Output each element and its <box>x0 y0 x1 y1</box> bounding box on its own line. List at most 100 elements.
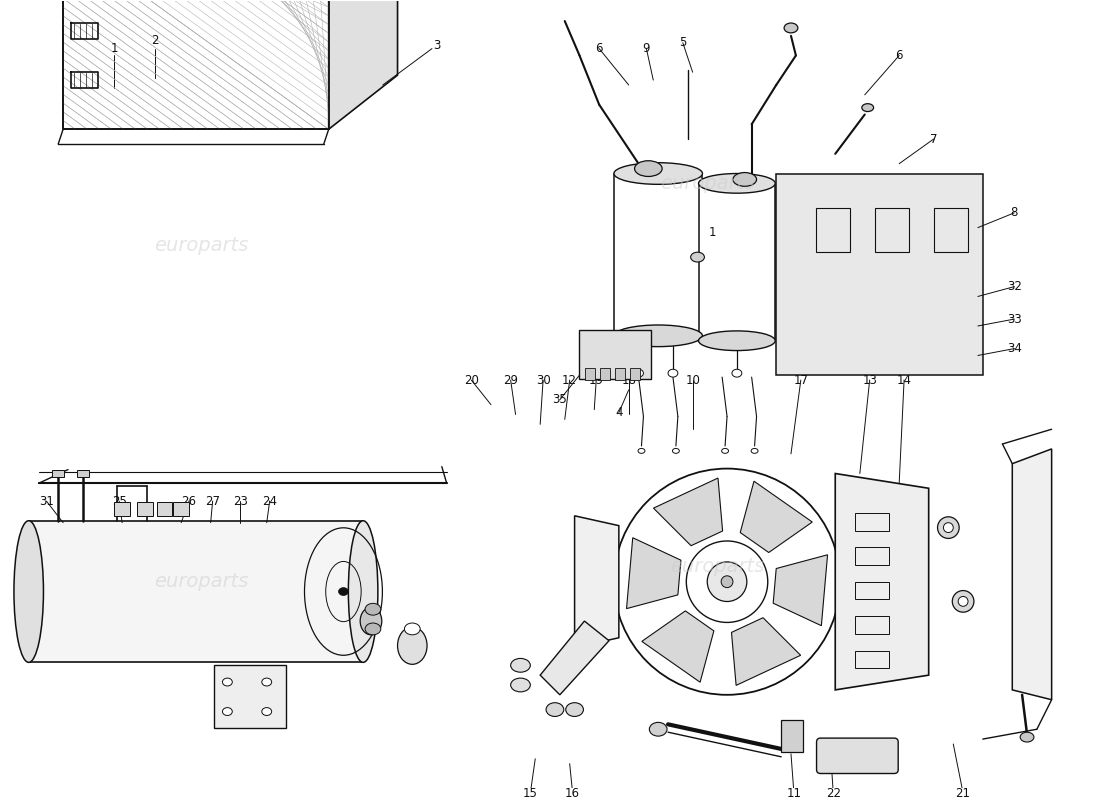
Ellipse shape <box>707 562 747 602</box>
Ellipse shape <box>861 104 873 111</box>
Bar <box>615 368 625 380</box>
Text: 5: 5 <box>679 36 686 49</box>
FancyBboxPatch shape <box>174 502 189 516</box>
Ellipse shape <box>510 658 530 672</box>
Ellipse shape <box>510 678 530 692</box>
Text: 25: 25 <box>112 494 126 507</box>
Bar <box>77 470 89 478</box>
Text: 1: 1 <box>708 226 716 239</box>
Text: 20: 20 <box>464 374 478 386</box>
FancyBboxPatch shape <box>816 738 899 774</box>
Text: 15: 15 <box>522 786 538 800</box>
Text: 16: 16 <box>565 786 580 800</box>
Bar <box>601 368 610 380</box>
Ellipse shape <box>668 370 678 377</box>
Polygon shape <box>653 478 723 546</box>
Text: 6: 6 <box>595 42 603 55</box>
Text: europarts: europarts <box>154 572 248 591</box>
Polygon shape <box>732 618 801 686</box>
Text: europarts: europarts <box>154 236 248 255</box>
Ellipse shape <box>698 174 776 193</box>
Ellipse shape <box>733 173 757 186</box>
Text: 34: 34 <box>1006 342 1022 355</box>
Text: 32: 32 <box>1006 280 1022 293</box>
Ellipse shape <box>565 702 583 717</box>
Ellipse shape <box>339 588 349 595</box>
Ellipse shape <box>405 623 420 635</box>
Polygon shape <box>698 183 776 341</box>
Ellipse shape <box>262 678 272 686</box>
Text: 26: 26 <box>182 494 197 507</box>
Text: 4: 4 <box>615 406 623 419</box>
Ellipse shape <box>635 161 662 177</box>
Ellipse shape <box>365 623 381 635</box>
Polygon shape <box>540 621 609 695</box>
FancyBboxPatch shape <box>156 502 173 516</box>
Text: europarts: europarts <box>670 558 764 577</box>
Polygon shape <box>29 521 363 662</box>
Text: 33: 33 <box>1006 313 1022 326</box>
Ellipse shape <box>546 702 564 717</box>
Text: 19: 19 <box>588 374 604 386</box>
Text: 6: 6 <box>895 49 903 62</box>
Text: 23: 23 <box>233 494 248 507</box>
Bar <box>855 513 889 530</box>
Ellipse shape <box>360 607 382 635</box>
Ellipse shape <box>698 331 776 350</box>
Text: 9: 9 <box>642 42 650 55</box>
Text: 24: 24 <box>262 494 277 507</box>
Bar <box>855 650 889 668</box>
Bar <box>629 368 639 380</box>
Ellipse shape <box>397 627 427 664</box>
Text: 11: 11 <box>786 786 802 800</box>
Polygon shape <box>627 538 681 609</box>
Ellipse shape <box>649 722 667 736</box>
Polygon shape <box>835 474 928 690</box>
Ellipse shape <box>722 576 733 588</box>
Ellipse shape <box>944 522 954 533</box>
Text: 29: 29 <box>503 374 518 386</box>
Text: 10: 10 <box>685 374 700 386</box>
Ellipse shape <box>349 521 378 662</box>
Text: 17: 17 <box>793 374 808 386</box>
Text: 2: 2 <box>151 34 158 47</box>
Ellipse shape <box>365 603 381 615</box>
Ellipse shape <box>222 678 232 686</box>
FancyBboxPatch shape <box>213 666 286 728</box>
Ellipse shape <box>614 325 703 346</box>
Polygon shape <box>773 554 827 626</box>
Ellipse shape <box>14 521 44 662</box>
Text: 3: 3 <box>433 39 441 52</box>
Polygon shape <box>777 174 982 375</box>
FancyBboxPatch shape <box>579 330 651 379</box>
Text: 22: 22 <box>826 786 840 800</box>
Text: europarts: europarts <box>660 174 755 193</box>
FancyBboxPatch shape <box>136 502 153 516</box>
Text: 27: 27 <box>205 494 220 507</box>
Ellipse shape <box>686 541 768 622</box>
Polygon shape <box>329 0 397 130</box>
Bar <box>781 720 803 752</box>
Bar <box>855 547 889 565</box>
Ellipse shape <box>732 370 741 377</box>
Ellipse shape <box>262 708 272 715</box>
Text: 13: 13 <box>862 374 877 386</box>
Text: 18: 18 <box>621 374 636 386</box>
Polygon shape <box>1012 449 1052 700</box>
Polygon shape <box>641 611 714 682</box>
Bar <box>585 368 595 380</box>
Ellipse shape <box>614 469 840 695</box>
Ellipse shape <box>953 590 974 612</box>
Text: 35: 35 <box>552 394 568 406</box>
Bar <box>53 470 64 478</box>
Text: 21: 21 <box>956 786 970 800</box>
Text: 31: 31 <box>39 494 54 507</box>
Polygon shape <box>574 516 619 648</box>
Polygon shape <box>63 0 329 130</box>
Bar <box>855 616 889 634</box>
FancyBboxPatch shape <box>114 502 130 516</box>
Text: 8: 8 <box>1011 206 1018 219</box>
Text: 30: 30 <box>536 374 550 386</box>
Text: 14: 14 <box>896 374 912 386</box>
Text: 7: 7 <box>930 133 937 146</box>
